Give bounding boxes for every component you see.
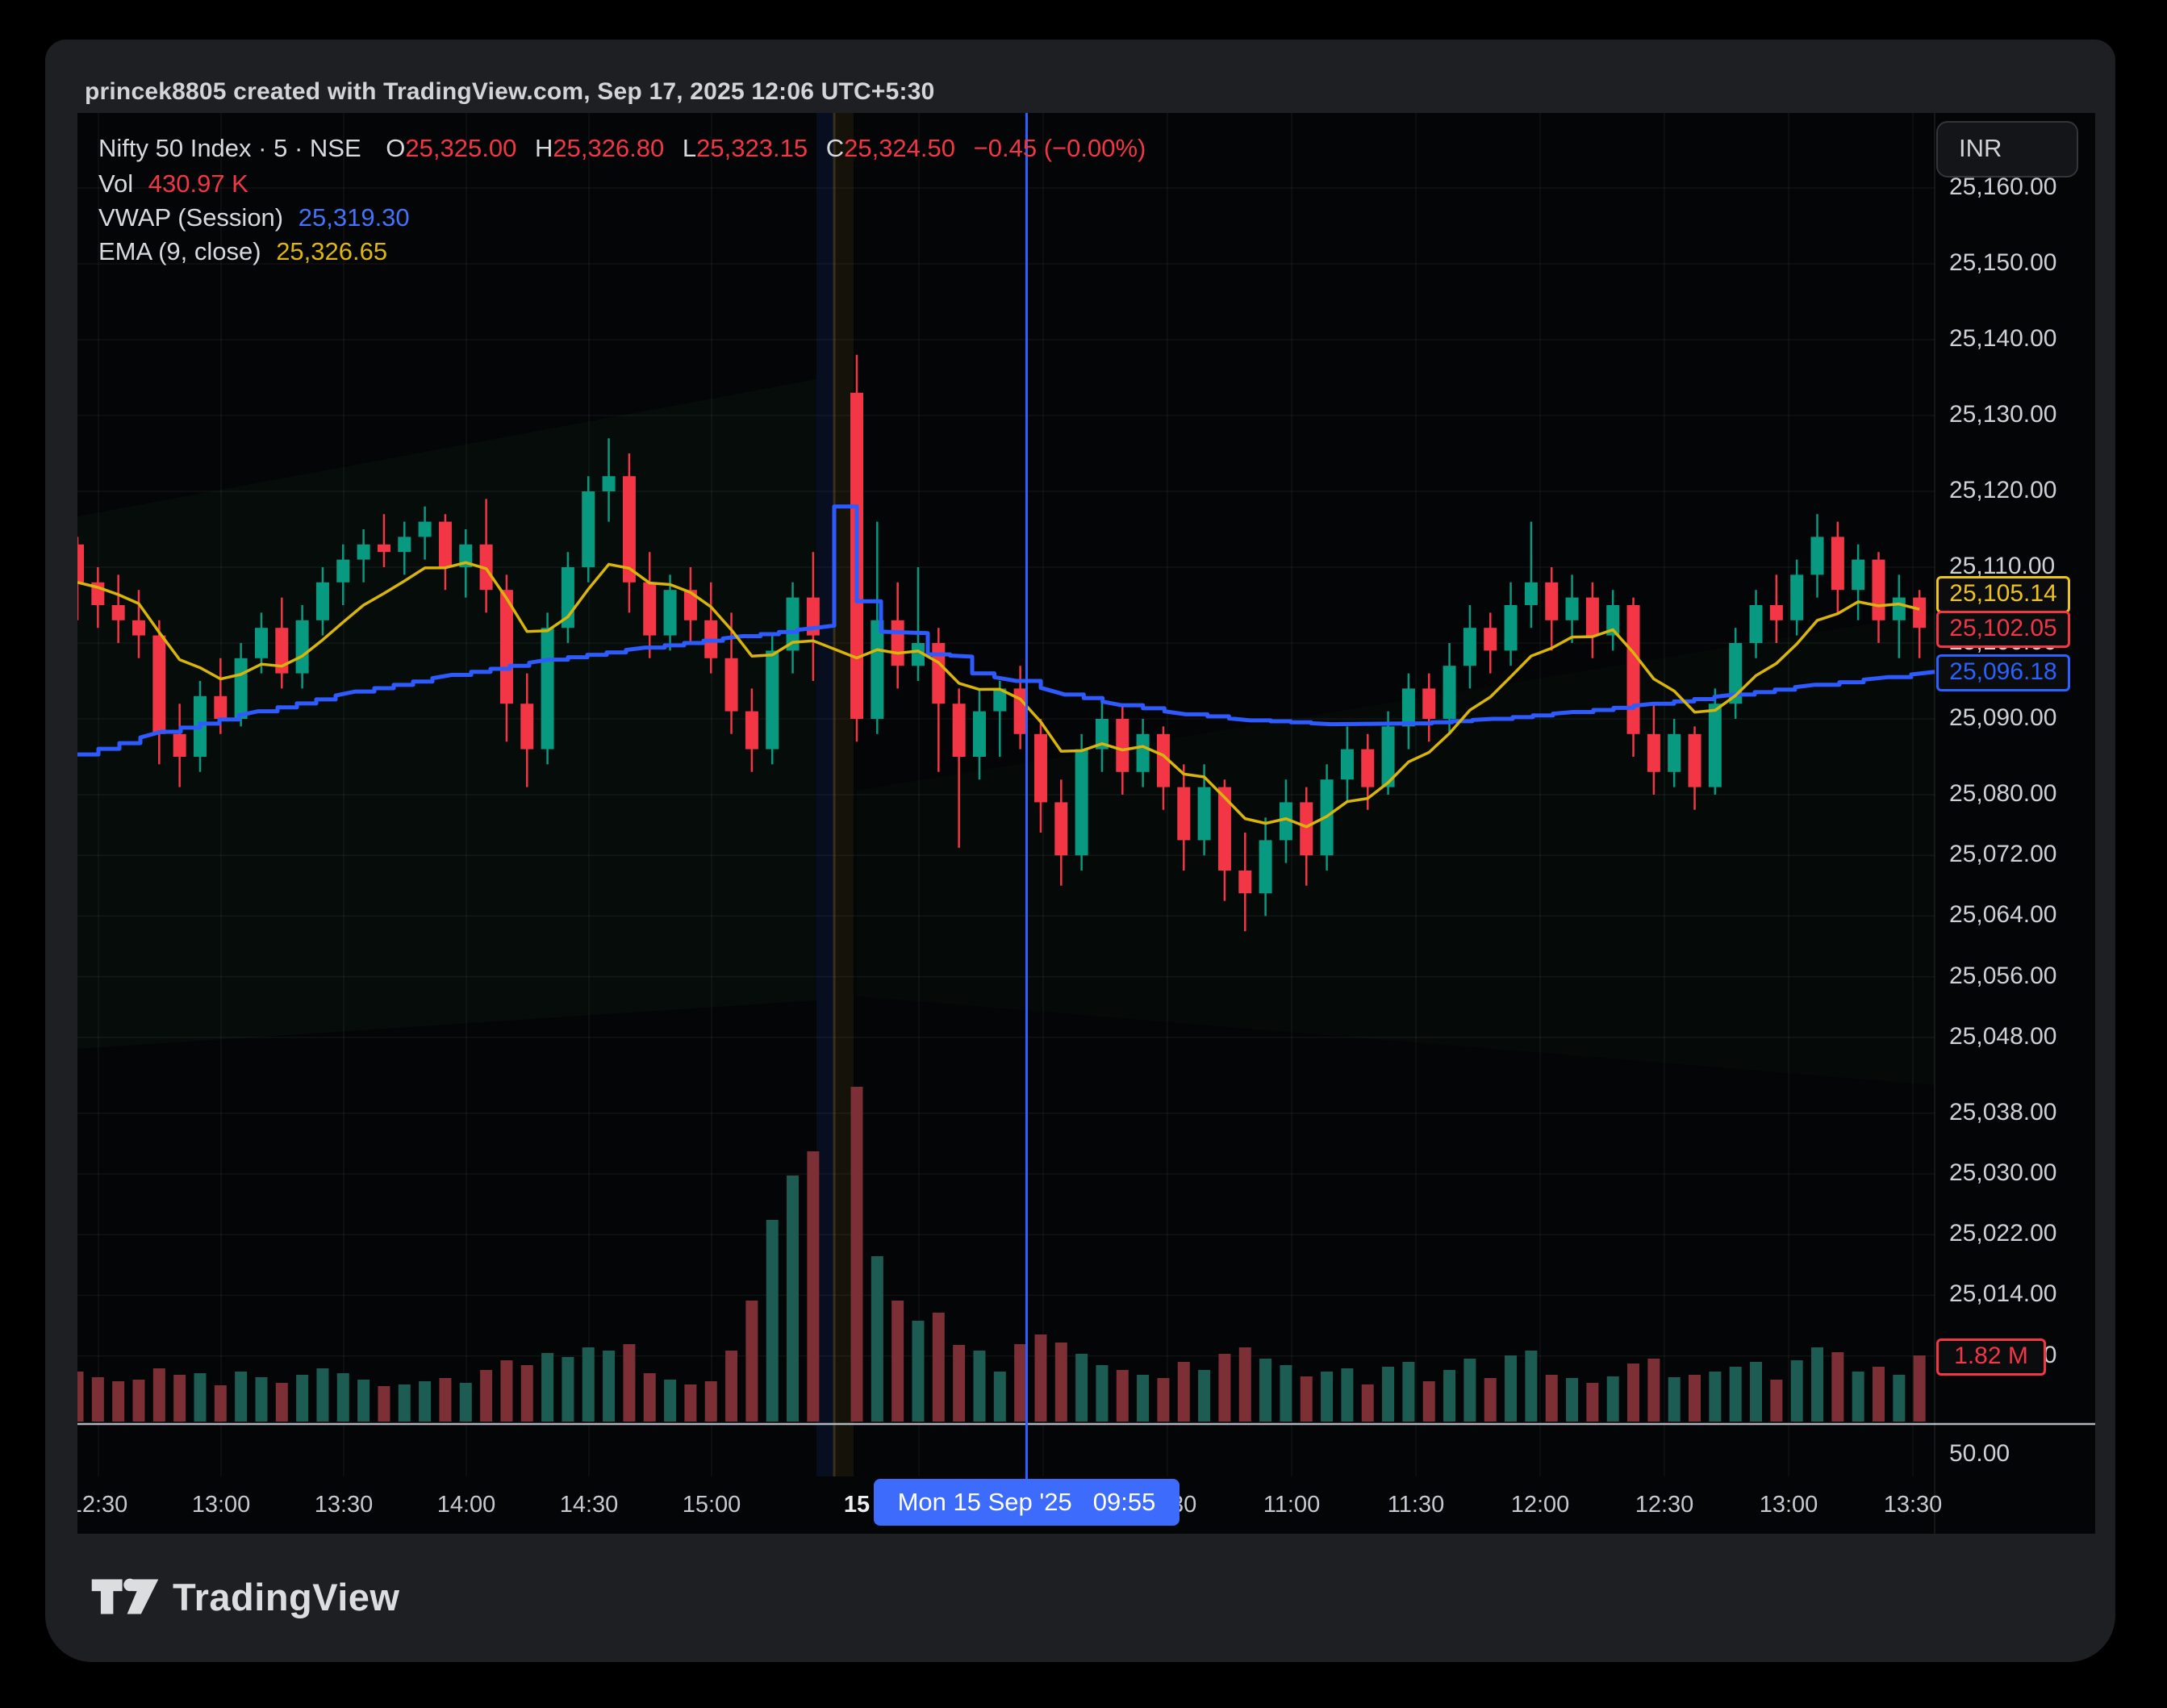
- price-tick-label: 25,038.00: [1949, 1098, 2057, 1125]
- tradingview-snapshot-card: princek8805 created with TradingView.com…: [45, 40, 2115, 1662]
- crosshair-date-tooltip: Mon 15 Sep '25 09:55: [874, 1479, 1180, 1526]
- ema-legend-row[interactable]: EMA (9, close) 25,326.65: [98, 237, 387, 266]
- vwap-label: VWAP (Session): [98, 203, 284, 232]
- price-tick-label: 25,160.00: [1949, 173, 2057, 200]
- ohlc-high: H25,326.80: [534, 134, 665, 162]
- vwap-value: 25,319.30: [298, 203, 410, 232]
- chart-panel[interactable]: Nifty 50 Index · 5 · NSE O25,325.00 H25,…: [77, 113, 2095, 1534]
- time-tick-label: 11:30: [1387, 1492, 1445, 1518]
- time-tick-label: 13:00: [1759, 1492, 1818, 1518]
- time-tick-label: 12:30: [77, 1492, 128, 1518]
- symbol-title: Nifty 50 Index · 5 · NSE: [98, 134, 361, 162]
- change-value: −0.45 (−0.00%): [973, 134, 1146, 162]
- volume-value: 430.97 K: [148, 169, 248, 198]
- volume-label: Vol: [98, 169, 134, 198]
- time-tick-label: 12:00: [1510, 1492, 1570, 1518]
- time-tick-label: 11:00: [1263, 1492, 1321, 1518]
- ema-value: 25,326.65: [276, 237, 388, 265]
- chart-canvas[interactable]: [77, 113, 2095, 1534]
- price-tick-label: 25,080.00: [1949, 780, 2057, 807]
- price-tick-label: 25,140.00: [1949, 325, 2057, 352]
- tradingview-logo[interactable]: TradingView: [90, 1572, 400, 1621]
- time-tick-label: 12:30: [1635, 1492, 1694, 1518]
- price-tick-label: 25,072.00: [1949, 841, 2057, 868]
- ohlc-low: L25,323.15: [682, 134, 808, 162]
- volume-badge: 1.82 M: [1936, 1338, 2046, 1376]
- price-tick-label: 25,056.00: [1949, 962, 2057, 989]
- tradingview-logo-text: TradingView: [173, 1575, 400, 1618]
- time-tick-label: 14:00: [436, 1492, 496, 1518]
- price-tick-label: 25,064.00: [1949, 901, 2057, 929]
- crosshair-vertical-line: [1025, 113, 1028, 1479]
- price-tick-label: 25,090.00: [1949, 704, 2057, 731]
- last-price-badge: 25,102.05: [1936, 611, 2070, 648]
- time-tick-label: 13:30: [314, 1492, 374, 1518]
- price-tick-label: 25,022.00: [1949, 1220, 2057, 1247]
- tradingview-logo-icon: [91, 1578, 159, 1614]
- price-tick-label: 25,150.00: [1949, 249, 2057, 276]
- symbol-legend-row[interactable]: Nifty 50 Index · 5 · NSE O25,325.00 H25,…: [98, 134, 1146, 163]
- tooltip-date: Mon 15 Sep '25: [897, 1488, 1072, 1516]
- ohlc-open: O25,325.00: [386, 134, 517, 162]
- price-tick-label: 25,014.00: [1949, 1280, 2057, 1308]
- time-tick-label: 13:30: [1883, 1492, 1943, 1518]
- time-tick-label: 15:00: [682, 1492, 741, 1518]
- tooltip-time: 09:55: [1092, 1488, 1156, 1516]
- ema-price-badge: 25,105.14: [1936, 576, 2070, 613]
- volume-scale-label: 50.00: [1949, 1440, 2010, 1467]
- price-tick-label: 25,048.00: [1949, 1022, 2057, 1050]
- time-tick-label: 14:30: [559, 1492, 619, 1518]
- price-tick-label: 25,120.00: [1949, 477, 2057, 503]
- price-tick-label: 25,030.00: [1949, 1159, 2057, 1186]
- ohlc-close: C25,324.50: [825, 134, 956, 162]
- price-tick-label: 25,110.00: [1949, 553, 2056, 579]
- day-separator-label: 15: [843, 1492, 871, 1518]
- currency-button[interactable]: INR: [1936, 121, 2078, 177]
- vwap-price-badge: 25,096.18: [1936, 654, 2070, 691]
- ema-label: EMA (9, close): [98, 237, 261, 265]
- volume-legend-row[interactable]: Vol 430.97 K: [98, 169, 248, 198]
- price-tick-label: 25,130.00: [1949, 401, 2057, 428]
- vwap-legend-row[interactable]: VWAP (Session) 25,319.30: [98, 203, 410, 232]
- attribution-text: princek8805 created with TradingView.com…: [85, 78, 935, 105]
- time-tick-label: 13:00: [191, 1492, 251, 1518]
